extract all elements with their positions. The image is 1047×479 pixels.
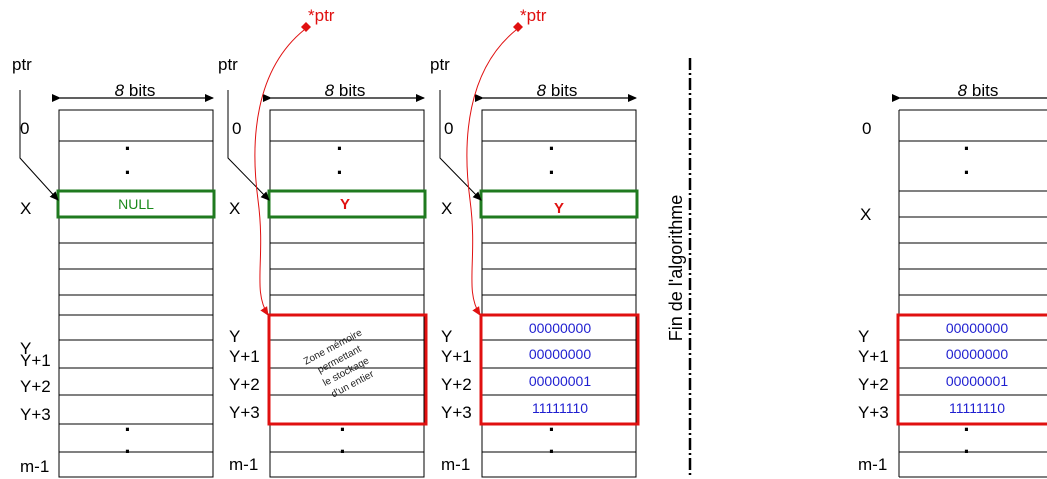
memory-column [269, 109, 425, 478]
ptr-label: ptr [12, 55, 32, 74]
pointer-arrow [439, 90, 482, 201]
address-m1: m-1 [441, 455, 470, 474]
address-y: Y [441, 327, 452, 346]
address-y: Y [858, 327, 869, 346]
address-y2: Y+2 [858, 375, 889, 394]
allocated-zone [479, 313, 640, 426]
deref-diamond [513, 22, 523, 32]
address-x: X [860, 205, 871, 224]
pointer-arrow [19, 90, 59, 201]
address-0: 0 [862, 119, 871, 138]
allocated-zone-label: Zone mémoire permettant le stockage d'un… [302, 327, 376, 400]
memory-panel-1: ptr 8 bits · · · · NULL 0 X Y Y+ [12, 55, 216, 478]
ellipsis-dots: · [963, 417, 970, 442]
byte-value: 00000000 [946, 320, 1009, 336]
address-m1: m-1 [20, 457, 49, 476]
ptr-label: ptr [430, 55, 450, 74]
deref-diamond [301, 22, 311, 32]
deref-arrow [254, 29, 305, 316]
separator-label: Fin de l'algorithme [666, 195, 686, 342]
ellipsis-dots: · [339, 417, 346, 442]
pointer-cell [479, 189, 639, 219]
pointer-cell [56, 189, 216, 219]
ellipsis-dots: · [963, 439, 970, 464]
ellipsis-dots: · [548, 160, 555, 185]
address-y1: Y+1 [229, 347, 260, 366]
ellipsis-dots: · [336, 136, 343, 161]
address-y2: Y+2 [441, 375, 472, 394]
pointer-cell-value: Y [340, 196, 350, 213]
pointer-cell-value: NULL [118, 196, 154, 212]
memory-column [58, 109, 214, 478]
ellipsis-dots: · [548, 439, 555, 464]
byte-value: 11111110 [532, 400, 588, 416]
ellipsis-dots: · [124, 439, 131, 464]
byte-value: 11111110 [949, 400, 1005, 416]
ellipsis-dots: · [548, 417, 555, 442]
deref-arrow [466, 29, 517, 316]
width-label: 8 bits [537, 81, 578, 100]
memory-panel-4: 8 bits · · · · 00000000 00000000 00 [858, 81, 1047, 478]
address-y2: Y+2 [229, 375, 260, 394]
allocated-zone [267, 313, 428, 426]
address-y2: Y+2 [20, 377, 51, 396]
deref-label: *ptr [520, 6, 547, 25]
memory-column [898, 109, 1047, 478]
address-y3: Y+3 [20, 405, 51, 424]
ellipsis-dots: · [124, 417, 131, 442]
allocated-zone [896, 313, 1047, 426]
ellipsis-dots: · [124, 160, 131, 185]
ellipsis-dots: · [963, 160, 970, 185]
pointer-cell [267, 189, 427, 219]
memory-panel-2: ptr 8 bits · · · · Y Zone mémoire [218, 6, 428, 478]
width-label: 8 bits [325, 81, 366, 100]
address-y1: Y+1 [858, 347, 889, 366]
address-y3: Y+3 [441, 403, 472, 422]
width-label: 8 bits [958, 81, 999, 100]
address-y3: Y+3 [858, 403, 889, 422]
byte-value: 00000000 [946, 346, 1009, 362]
address-x: X [441, 199, 452, 218]
memory-column [481, 109, 637, 478]
ptr-label: ptr [218, 55, 238, 74]
address-y1: Y+1 [20, 351, 51, 370]
address-x: X [20, 199, 31, 218]
address-0: 0 [444, 119, 453, 138]
address-x: X [229, 199, 240, 218]
byte-value: 00000000 [529, 346, 592, 362]
end-of-algorithm-separator: Fin de l'algorithme [666, 58, 692, 477]
deref-label: *ptr [308, 6, 335, 25]
byte-value: 00000001 [946, 373, 1009, 389]
address-m1: m-1 [229, 455, 258, 474]
byte-value: 00000000 [529, 320, 592, 336]
ellipsis-dots: · [548, 136, 555, 161]
ellipsis-dots: · [963, 136, 970, 161]
pointer-cell-value: Y [554, 200, 564, 217]
address-y: Y [229, 327, 240, 346]
ellipsis-dots: · [339, 439, 346, 464]
address-y1: Y+1 [441, 347, 472, 366]
ellipsis-dots: · [336, 160, 343, 185]
ellipsis-dots: · [124, 136, 131, 161]
byte-value: 00000001 [529, 373, 592, 389]
address-m1: m-1 [858, 455, 887, 474]
address-y3: Y+3 [229, 403, 260, 422]
address-0: 0 [20, 119, 29, 138]
address-0: 0 [232, 119, 241, 138]
pointer-arrow [227, 90, 270, 201]
width-label: 8 bits [115, 81, 156, 100]
memory-panel-3: ptr 8 bits · · · · Y 00000000 00000000 [430, 6, 640, 478]
address-y: Y [20, 339, 31, 358]
